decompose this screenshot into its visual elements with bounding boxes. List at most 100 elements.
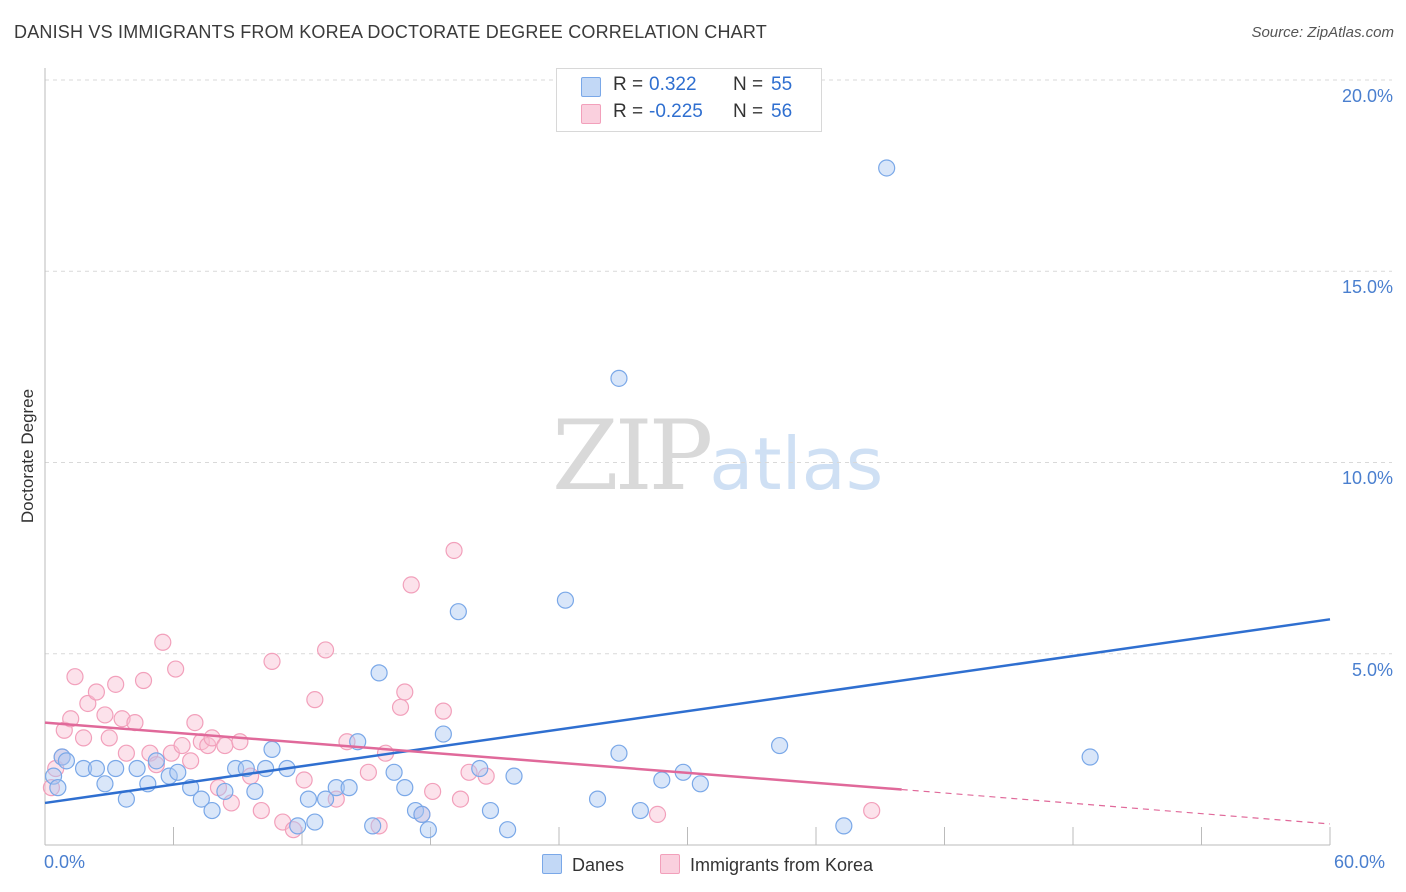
danes-point	[263, 740, 281, 758]
korea-point	[182, 752, 200, 770]
korea-point	[295, 771, 313, 789]
korea-point	[113, 710, 131, 728]
danes-point	[1081, 748, 1099, 766]
danes-point	[364, 817, 382, 835]
correlation-legend: R = 0.322 N = 55 R = -0.225 N = 56	[556, 68, 822, 132]
danes-point	[203, 801, 221, 820]
korea-legend-label: Immigrants from Korea	[690, 855, 874, 875]
danes-point	[246, 782, 264, 801]
korea-point	[434, 702, 452, 720]
korea-point	[445, 541, 463, 560]
danes-point	[316, 790, 335, 808]
bottom-legend-korea: Immigrants from Korea	[660, 854, 873, 876]
watermark-zip: ZIP	[552, 400, 713, 512]
danes-point	[96, 775, 114, 793]
legend-n-label: N =	[733, 74, 764, 95]
korea-point	[231, 733, 249, 751]
danes-legend-swatch	[542, 854, 562, 874]
korea-point	[62, 710, 80, 728]
korea-point	[648, 805, 667, 824]
korea-trend-extension	[901, 788, 1331, 825]
korea-swatch	[581, 104, 601, 124]
danes-swatch	[581, 77, 601, 97]
danes-point	[556, 591, 575, 609]
korea-point	[863, 801, 881, 820]
legend-r-label: R =	[613, 74, 644, 95]
source-credit: Source: ZipAtlas.com	[1251, 24, 1394, 41]
korea-point	[252, 801, 270, 820]
korea-point	[396, 683, 414, 701]
danes-point	[413, 805, 431, 824]
danes-point	[449, 603, 467, 621]
danes-point	[396, 779, 414, 797]
x-tick-max: 60.0%	[1334, 852, 1386, 872]
series-korea-points	[42, 541, 881, 839]
korea-point	[173, 736, 191, 755]
danes-point	[505, 767, 523, 785]
y-tick-20: 20.0%	[1341, 86, 1393, 106]
danes-point	[117, 790, 135, 808]
danes-point	[434, 725, 452, 743]
korea-point	[460, 763, 478, 781]
korea-point	[117, 744, 135, 762]
legend-r-value-korea: -0.225	[649, 101, 703, 122]
danes-point	[74, 759, 93, 778]
bottom-legend-danes: Danes	[542, 854, 624, 876]
korea-point	[79, 694, 97, 713]
danes-point	[216, 782, 234, 801]
danes-point	[370, 664, 388, 682]
danes-point	[610, 369, 628, 387]
watermark: ZIPatlas	[552, 400, 883, 512]
korea-point	[107, 675, 125, 693]
korea-point	[186, 713, 204, 732]
korea-point	[154, 633, 172, 651]
korea-point	[96, 706, 114, 724]
gridlines	[45, 79, 1392, 655]
korea-legend-swatch	[660, 854, 680, 874]
korea-point	[216, 736, 234, 755]
korea-point	[370, 817, 388, 835]
korea-point	[359, 763, 377, 781]
danes-point	[835, 817, 853, 835]
danes-point	[289, 817, 307, 835]
danes-point	[57, 752, 76, 770]
x-tick-min: 0.0%	[44, 852, 86, 872]
korea-point	[100, 729, 118, 747]
danes-point	[87, 759, 106, 778]
korea-point	[167, 660, 185, 678]
korea-point	[147, 756, 165, 774]
danes-point	[107, 759, 125, 778]
korea-point	[451, 790, 470, 808]
danes-point	[256, 759, 275, 778]
danes-point	[588, 790, 607, 808]
legend-r-label: R =	[613, 101, 644, 122]
danes-trend-line	[44, 618, 1331, 805]
danes-point	[147, 752, 165, 770]
korea-point	[306, 691, 324, 709]
danes-point	[878, 159, 896, 177]
korea-point	[74, 729, 93, 747]
danes-point	[128, 759, 146, 778]
legend-n-value-korea: 56	[771, 101, 793, 122]
korea-trend-line	[44, 721, 902, 791]
danes-point	[471, 759, 489, 778]
y-tick-5: 5.0%	[1351, 660, 1393, 680]
korea-point	[134, 671, 153, 690]
legend-n-label: N =	[733, 101, 764, 122]
danes-point	[306, 813, 324, 831]
korea-point	[66, 668, 84, 686]
danes-legend-label: Danes	[572, 855, 625, 875]
y-tick-15: 15.0%	[1341, 277, 1393, 297]
korea-point	[203, 729, 221, 747]
y-tick-10: 10.0%	[1341, 468, 1393, 488]
danes-point	[499, 821, 517, 839]
korea-point	[87, 683, 106, 701]
korea-point	[316, 641, 335, 659]
korea-point	[391, 698, 410, 716]
korea-point	[424, 782, 442, 801]
danes-point	[481, 801, 500, 820]
korea-point	[263, 652, 281, 671]
watermark-atlas: atlas	[709, 422, 884, 506]
danes-point	[327, 779, 345, 797]
